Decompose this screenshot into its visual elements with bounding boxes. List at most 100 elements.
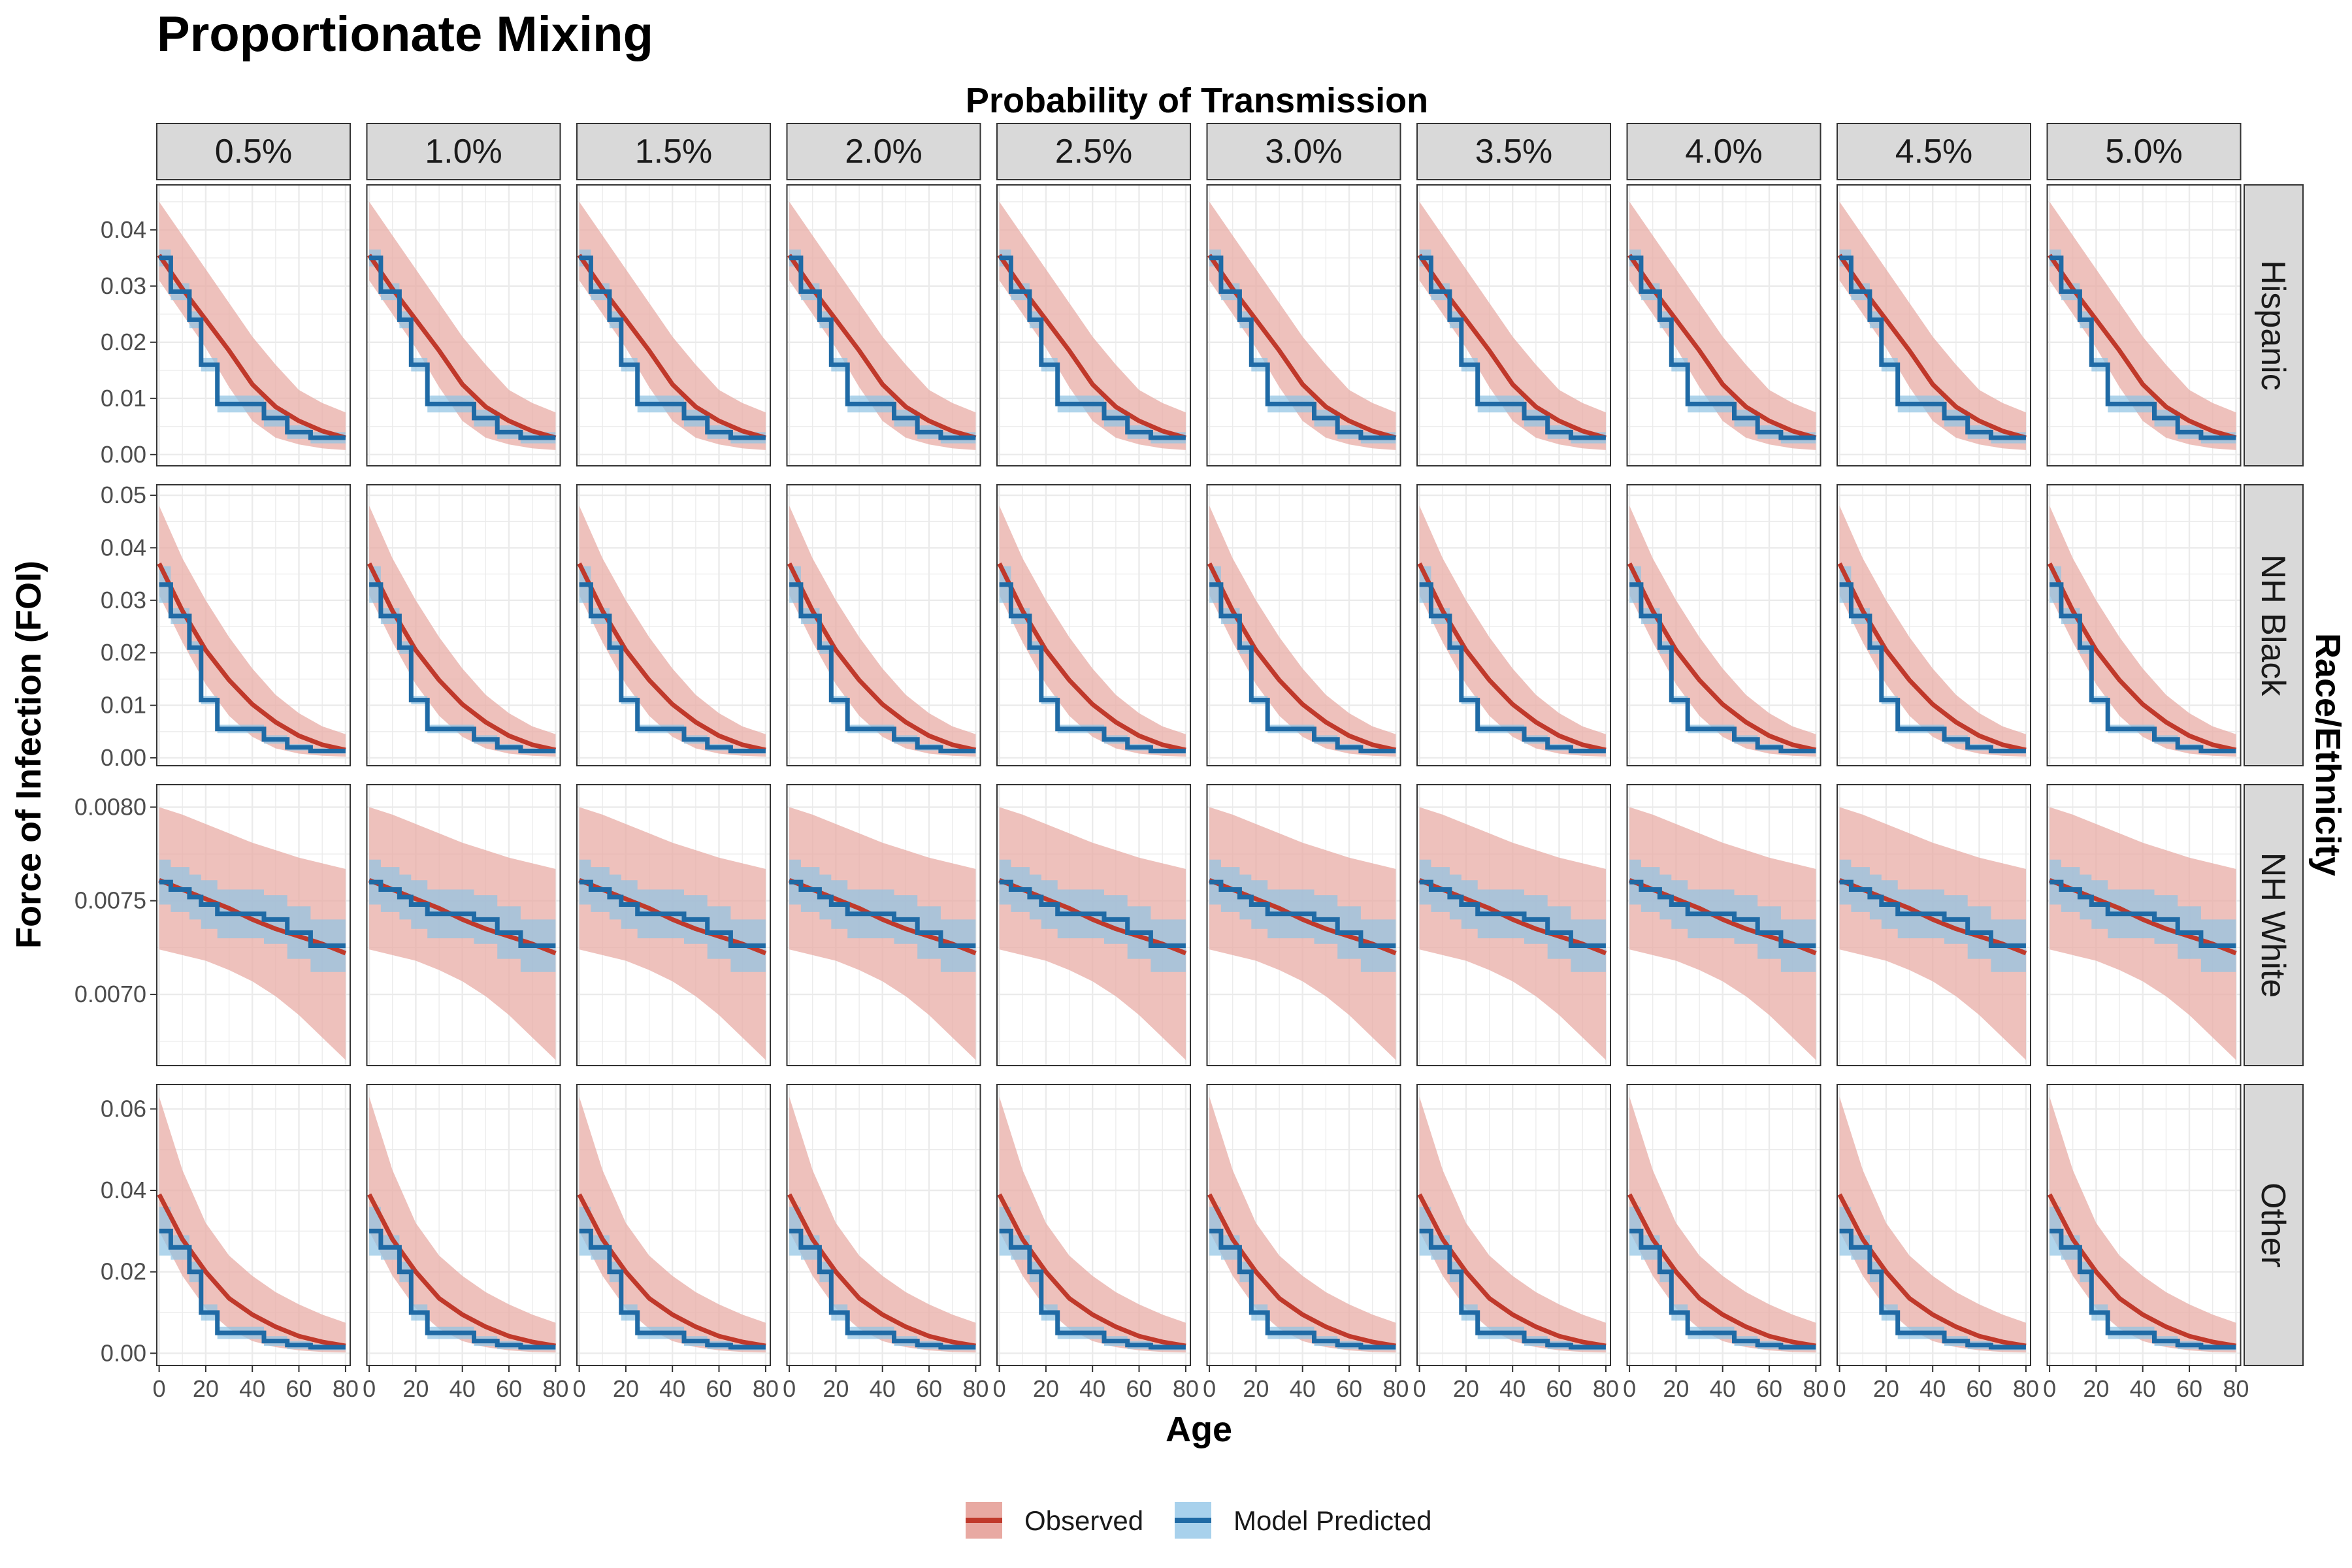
x-tick-label: 0 xyxy=(993,1375,1006,1402)
row-strip xyxy=(2244,784,2304,1066)
y-tick-label: 0.03 xyxy=(101,272,146,299)
x-tick-label: 40 xyxy=(1499,1375,1526,1402)
panel-border xyxy=(1206,1084,1401,1366)
panel-border xyxy=(1837,184,2031,466)
x-tick-label: 0 xyxy=(1203,1375,1216,1402)
panel-border xyxy=(576,1084,771,1366)
x-tick-label: 60 xyxy=(706,1375,732,1402)
facet-panel xyxy=(2046,1084,2242,1366)
x-tick-label: 40 xyxy=(1919,1375,1946,1402)
y-tick-label: 0.01 xyxy=(101,692,146,719)
chart-title: Proportionate Mixing xyxy=(157,7,653,62)
facet-panel xyxy=(1837,784,2031,1066)
x-tick-label: 40 xyxy=(449,1375,476,1402)
x-tick-label: 40 xyxy=(2130,1375,2156,1402)
predicted-step-line xyxy=(1209,255,1396,440)
panel-border xyxy=(1626,1084,1821,1366)
predicted-step-line xyxy=(1629,582,1816,753)
x-tick-label: 40 xyxy=(239,1375,265,1402)
facet-panel xyxy=(156,484,351,766)
x-tick-label: 80 xyxy=(1173,1375,1199,1402)
y-tick-label: 0.02 xyxy=(101,329,146,355)
row-strip-label: NH Black xyxy=(2254,555,2292,697)
observed-ci-band xyxy=(369,1096,556,1353)
legend-label-model-predicted: Model Predicted xyxy=(1233,1505,1432,1536)
facet-panel xyxy=(366,184,561,466)
predicted-step-line xyxy=(369,1228,556,1350)
x-tick-label: 60 xyxy=(286,1375,312,1402)
y-tick-label: 0.06 xyxy=(101,1095,146,1122)
column-strip-label: 1.5% xyxy=(635,133,713,171)
x-tick-label: 20 xyxy=(1873,1375,1899,1402)
column-strip xyxy=(1626,123,1821,180)
facet-panel xyxy=(2046,484,2242,766)
y-tick-label: 0.02 xyxy=(101,1258,146,1285)
x-tick-label: 60 xyxy=(1756,1375,1782,1402)
column-strip xyxy=(1416,123,1611,180)
facet-panel xyxy=(576,484,771,766)
x-tick-label: 0 xyxy=(573,1375,586,1402)
facet-panel xyxy=(1837,1084,2031,1366)
predicted-step-line xyxy=(579,879,766,948)
predicted-step-line xyxy=(369,255,556,440)
x-tick-label: 80 xyxy=(1382,1375,1409,1402)
observed-ci-band xyxy=(1629,1096,1816,1353)
panel-border xyxy=(1206,184,1401,466)
predicted-step-line xyxy=(159,255,346,440)
panel-border xyxy=(1206,784,1401,1066)
predicted-step-line xyxy=(999,582,1186,753)
predicted-step-line xyxy=(1839,582,2026,753)
row-facet-title: Race/Ethnicity xyxy=(2308,633,2347,876)
predicted-step-line xyxy=(999,255,1186,440)
x-tick-label: 40 xyxy=(1079,1375,1105,1402)
y-tick-label: 0.0075 xyxy=(74,887,146,914)
x-tick-label: 20 xyxy=(1033,1375,1059,1402)
y-tick-label: 0.02 xyxy=(101,639,146,666)
panel-border xyxy=(786,484,981,766)
predicted-step-line xyxy=(1839,255,2026,440)
facet-panel xyxy=(366,484,561,766)
panel-border xyxy=(786,784,981,1066)
facet-panel xyxy=(1626,784,1821,1066)
x-tick-label: 60 xyxy=(2176,1375,2202,1402)
column-strip-label: 4.5% xyxy=(1895,133,1973,171)
y-tick-label: 0.04 xyxy=(101,1177,146,1203)
facet-panel xyxy=(576,1084,771,1366)
y-tick-label: 0.04 xyxy=(101,534,146,561)
panel-border xyxy=(156,784,351,1066)
panel-border xyxy=(1416,1084,1611,1366)
facet-panel xyxy=(2046,784,2242,1066)
x-tick-label: 20 xyxy=(193,1375,219,1402)
legend-key-observed xyxy=(966,1502,1002,1539)
panel-border xyxy=(1626,184,1821,466)
panel-border xyxy=(996,1084,1191,1366)
panel-border xyxy=(156,484,351,766)
predicted-step-line xyxy=(1839,1228,2026,1350)
predicted-step-line xyxy=(579,255,766,440)
facet-panel xyxy=(1837,184,2031,466)
facet-panel xyxy=(1416,184,1611,466)
predicted-step-line xyxy=(1209,879,1396,948)
facet-panel xyxy=(1837,484,2031,766)
y-tick-label: 0.0080 xyxy=(74,793,146,820)
panel-border xyxy=(576,484,771,766)
predicted-step-line xyxy=(1629,255,1816,440)
y-tick-label: 0.01 xyxy=(101,385,146,412)
panel-border xyxy=(1626,784,1821,1066)
x-tick-label: 0 xyxy=(1413,1375,1426,1402)
panel-border xyxy=(1837,1084,2031,1366)
y-tick-label: 0.04 xyxy=(101,216,146,243)
column-strip-label: 3.0% xyxy=(1265,133,1343,171)
panel-border xyxy=(996,484,1191,766)
panel-border xyxy=(576,784,771,1066)
column-strip-label: 0.5% xyxy=(215,133,293,171)
column-strip xyxy=(576,123,771,180)
facet-panel xyxy=(1206,484,1401,766)
predicted-step-line xyxy=(2050,879,2236,948)
row-strip xyxy=(2244,1084,2304,1366)
predicted-step-line xyxy=(579,1228,766,1350)
row-strip-label: Other xyxy=(2254,1183,2292,1267)
predicted-step-line xyxy=(159,1228,346,1350)
predicted-step-line xyxy=(1419,1228,1606,1350)
facet-panel xyxy=(1206,184,1401,466)
